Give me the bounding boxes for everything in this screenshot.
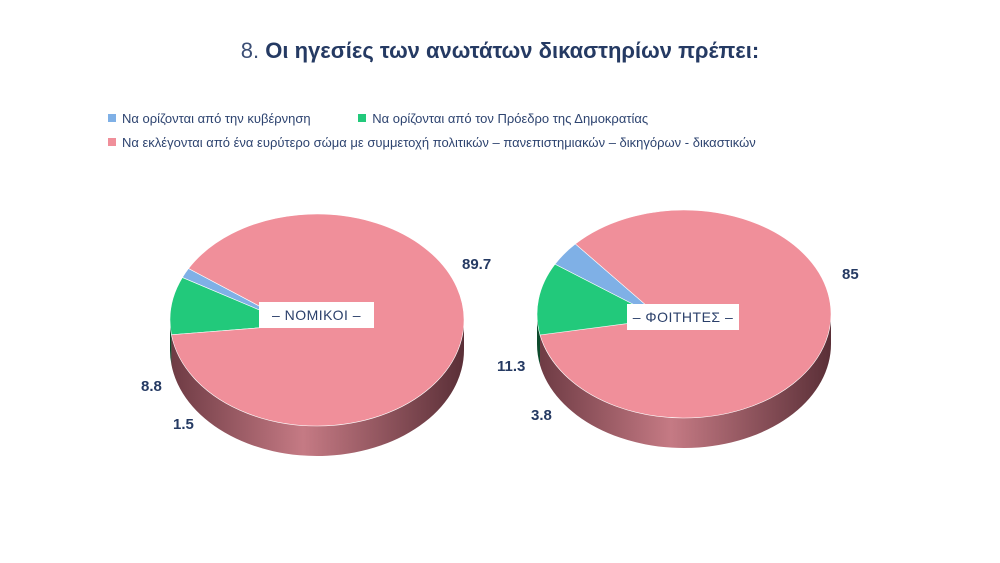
legend-label: Να εκλέγονται από ένα ευρύτερο σώμα με σ…: [122, 135, 756, 150]
pie-students-tag: – ΦΟΙΤΗΤΕΣ –: [627, 304, 739, 330]
pie-side: [170, 320, 172, 365]
pie-students-label-pink: 85: [842, 266, 859, 283]
pie-side: [171, 320, 464, 456]
chart-title: 8. Οι ηγεσίες των ανωτάτων δικαστηρίων π…: [0, 38, 1000, 64]
pie-side: [540, 314, 831, 448]
pie-lawyers-label-blue: 1.5: [173, 416, 194, 433]
pie-lawyers-label-pink: 89.7: [462, 256, 492, 273]
legend-item-wider-body: Να εκλέγονται από ένα ευρύτερο σώμα με σ…: [108, 135, 756, 150]
legend-item-government: Να ορίζονται από την κυβέρνηση: [108, 111, 311, 126]
legend-label: Να ορίζονται από τον Πρόεδρο της Δημοκρα…: [372, 111, 649, 126]
legend-swatch-green: [358, 114, 367, 122]
legend-swatch-blue: [108, 114, 116, 122]
pie-students-label-green: 11.3: [497, 358, 526, 375]
legend-item-president: Να ορίζονται από τον Πρόεδρο της Δημοκρα…: [358, 111, 648, 126]
pie-students-label-blue: 3.8: [531, 407, 552, 424]
pie-lawyers-tag: – ΝΟΜΙΚΟΙ –: [259, 302, 374, 328]
pie-side: [537, 314, 541, 366]
pie-lawyers: [169, 213, 465, 456]
legend-label: Να ορίζονται από την κυβέρνηση: [122, 111, 311, 126]
question-number: 8.: [240, 38, 260, 63]
legend-swatch-pink: [108, 138, 116, 146]
legend: Να ορίζονται από την κυβέρνηση Να ορίζον…: [108, 111, 800, 159]
pie-lawyers-label-green: 8.8: [141, 378, 162, 395]
question-text: Οι ηγεσίες των ανωτάτων δικαστηρίων πρέπ…: [265, 38, 760, 63]
